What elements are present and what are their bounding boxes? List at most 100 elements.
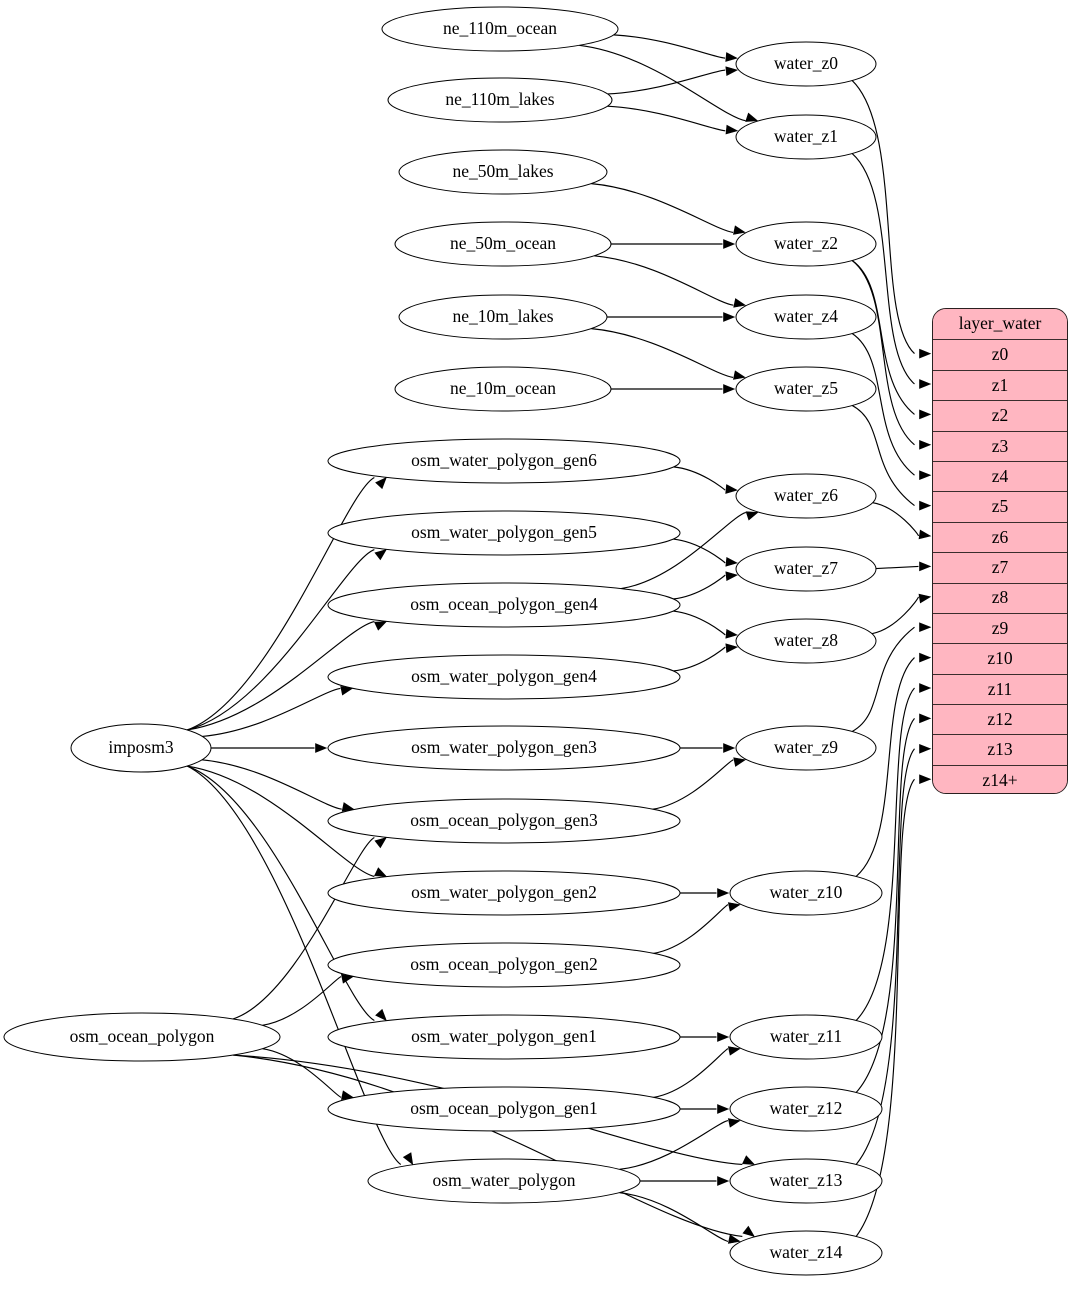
layer-water-row-z5[interactable]: z5 xyxy=(933,491,1067,522)
node-water_z1[interactable]: water_z1 xyxy=(735,114,877,160)
edge-arrowhead xyxy=(919,348,932,359)
node-label-osm_ocean_polygon_gen2: osm_ocean_polygon_gen2 xyxy=(410,954,598,974)
node-label-osm_water_polygon_gen1: osm_water_polygon_gen1 xyxy=(411,1026,597,1046)
edge-imposm3-to-osm_water_polygon_gen6 xyxy=(187,476,387,731)
layer-water-row-z14+[interactable]: z14+ xyxy=(933,764,1067,793)
node-water_z14[interactable]: water_z14 xyxy=(729,1230,883,1276)
node-label-water_z4: water_z4 xyxy=(774,306,838,326)
edge-ne_50m_ocean-to-water_z4 xyxy=(594,255,747,308)
node-shape-ne_10m_ocean xyxy=(394,366,612,412)
edge-arrowhead xyxy=(733,298,747,308)
node-water_z0[interactable]: water_z0 xyxy=(735,41,877,87)
node-imposm3[interactable]: imposm3 xyxy=(70,723,212,773)
edge-osm_ocean_polygon-to-water_z14 xyxy=(233,1054,755,1238)
layer-water-row-z13[interactable]: z13 xyxy=(933,734,1067,765)
edge-path xyxy=(187,477,375,731)
layer-water-row-z11[interactable]: z11 xyxy=(933,673,1067,705)
node-osm_ocean_polygon_gen3[interactable]: osm_ocean_polygon_gen3 xyxy=(327,798,681,844)
layer-water-row-z0[interactable]: z0 xyxy=(933,339,1067,370)
node-shape-water_z6 xyxy=(735,473,877,519)
layer-water-row-z2[interactable]: z2 xyxy=(933,400,1067,431)
node-label-osm_water_polygon: osm_water_polygon xyxy=(433,1170,576,1190)
edge-path xyxy=(851,626,915,732)
node-ne_10m_lakes[interactable]: ne_10m_lakes xyxy=(398,294,608,340)
node-water_z12[interactable]: water_z12 xyxy=(729,1086,883,1132)
edge-arrowhead xyxy=(727,1234,741,1244)
edge-water_z4-to-layer_water_z4 xyxy=(851,333,932,481)
node-osm_water_polygon_gen2[interactable]: osm_water_polygon_gen2 xyxy=(327,870,681,916)
layer-water-row-z4[interactable]: z4 xyxy=(933,460,1067,492)
node-osm_water_polygon_gen3[interactable]: osm_water_polygon_gen3 xyxy=(327,725,681,771)
layer-water-row-z12[interactable]: z12 xyxy=(933,704,1067,735)
node-water_z4[interactable]: water_z4 xyxy=(735,294,877,340)
node-label-water_z9: water_z9 xyxy=(774,737,838,757)
node-ne_10m_ocean[interactable]: ne_10m_ocean xyxy=(394,366,612,412)
layer-water-table[interactable]: layer_water z0 z1 z2 z3 z4 z5 z6 z7 z8 z9 z10 z11 z12… xyxy=(932,308,1068,794)
layer-water-row-z9[interactable]: z9 xyxy=(933,612,1067,644)
edge-path xyxy=(187,548,375,731)
node-water_z11[interactable]: water_z11 xyxy=(729,1014,883,1060)
nodes-layer: ne_110m_ocean ne_110m_lakes ne_50m_lakesne… xyxy=(3,6,883,1276)
node-water_z2[interactable]: water_z2 xyxy=(735,221,877,267)
layer-water-row-z6[interactable]: z6 xyxy=(933,521,1067,553)
node-water_z7[interactable]: water_z7 xyxy=(735,546,877,592)
edge-arrowhead xyxy=(725,124,739,135)
edge-arrowhead xyxy=(919,561,932,572)
node-label-water_z10: water_z10 xyxy=(770,882,843,902)
node-osm_ocean_polygon_gen2[interactable]: osm_ocean_polygon_gen2 xyxy=(327,942,681,988)
layer-water-row-z7[interactable]: z7 xyxy=(933,552,1067,583)
edge-arrowhead xyxy=(374,867,388,877)
node-label-water_z5: water_z5 xyxy=(774,378,838,398)
edge-arrowhead xyxy=(723,239,736,249)
node-osm_water_polygon_gen6[interactable]: osm_water_polygon_gen6 xyxy=(327,438,681,484)
node-osm_water_polygon_gen5[interactable]: osm_water_polygon_gen5 xyxy=(327,510,681,556)
layer-water-row-z10[interactable]: z10 xyxy=(933,643,1067,674)
node-ne_110m_lakes[interactable]: ne_110m_lakes xyxy=(387,77,613,123)
node-osm_ocean_polygon[interactable]: osm_ocean_polygon xyxy=(3,1012,281,1062)
edge-path xyxy=(851,333,915,476)
node-water_z9[interactable]: water_z9 xyxy=(735,725,877,771)
node-shape-osm_ocean_polygon_gen1 xyxy=(327,1086,681,1132)
edge-path xyxy=(872,502,920,537)
edge-path xyxy=(187,765,375,1021)
node-ne_110m_ocean[interactable]: ne_110m_ocean xyxy=(381,6,619,52)
layer-water-title: layer_water xyxy=(933,309,1067,340)
node-shape-osm_ocean_polygon xyxy=(3,1012,281,1062)
node-osm_water_polygon_gen4[interactable]: osm_water_polygon_gen4 xyxy=(327,654,681,700)
node-osm_water_polygon_gen1[interactable]: osm_water_polygon_gen1 xyxy=(327,1014,681,1060)
edge-arrowhead xyxy=(919,470,932,481)
edge-osm_ocean_polygon_gen2-to-water_z10 xyxy=(653,902,741,954)
edge-osm_ocean_polygon_gen4-to-water_z7 xyxy=(673,571,738,600)
edge-osm_water_polygon_gen3-to-water_z9 xyxy=(680,743,736,753)
node-label-osm_ocean_polygon_gen3: osm_ocean_polygon_gen3 xyxy=(410,810,598,830)
edge-path xyxy=(851,405,915,507)
node-water_z8[interactable]: water_z8 xyxy=(735,618,877,664)
node-label-water_z1: water_z1 xyxy=(774,126,838,146)
node-osm_water_polygon[interactable]: osm_water_polygon xyxy=(367,1158,641,1204)
node-ne_50m_lakes[interactable]: ne_50m_lakes xyxy=(398,149,608,195)
node-osm_ocean_polygon_gen4[interactable]: osm_ocean_polygon_gen4 xyxy=(327,582,681,628)
edge-arrowhead xyxy=(918,593,932,604)
layer-water-row-z1[interactable]: z1 xyxy=(933,369,1067,401)
layer-water-row-z8[interactable]: z8 xyxy=(933,582,1067,613)
edge-path xyxy=(187,765,375,878)
node-shape-water_z7 xyxy=(735,546,877,592)
node-water_z10[interactable]: water_z10 xyxy=(729,870,883,916)
edge-ne_10m_ocean-to-water_z5 xyxy=(611,384,736,394)
node-water_z6[interactable]: water_z6 xyxy=(735,473,877,519)
node-shape-water_z2 xyxy=(735,221,877,267)
node-osm_ocean_polygon_gen1[interactable]: osm_ocean_polygon_gen1 xyxy=(327,1086,681,1132)
node-label-imposm3: imposm3 xyxy=(108,737,173,757)
node-ne_50m_ocean[interactable]: ne_50m_ocean xyxy=(394,221,612,267)
node-label-water_z6: water_z6 xyxy=(774,485,838,505)
edge-arrowhead xyxy=(733,370,746,380)
node-shape-ne_110m_lakes xyxy=(387,77,613,123)
node-water_z5[interactable]: water_z5 xyxy=(735,366,877,412)
edge-path xyxy=(262,976,342,1026)
layer-water-row-z3[interactable]: z3 xyxy=(933,430,1067,461)
node-shape-osm_water_polygon_gen6 xyxy=(327,438,681,484)
edge-arrowhead xyxy=(374,621,388,631)
node-water_z13[interactable]: water_z13 xyxy=(729,1158,883,1204)
node-shape-ne_10m_lakes xyxy=(398,294,608,340)
